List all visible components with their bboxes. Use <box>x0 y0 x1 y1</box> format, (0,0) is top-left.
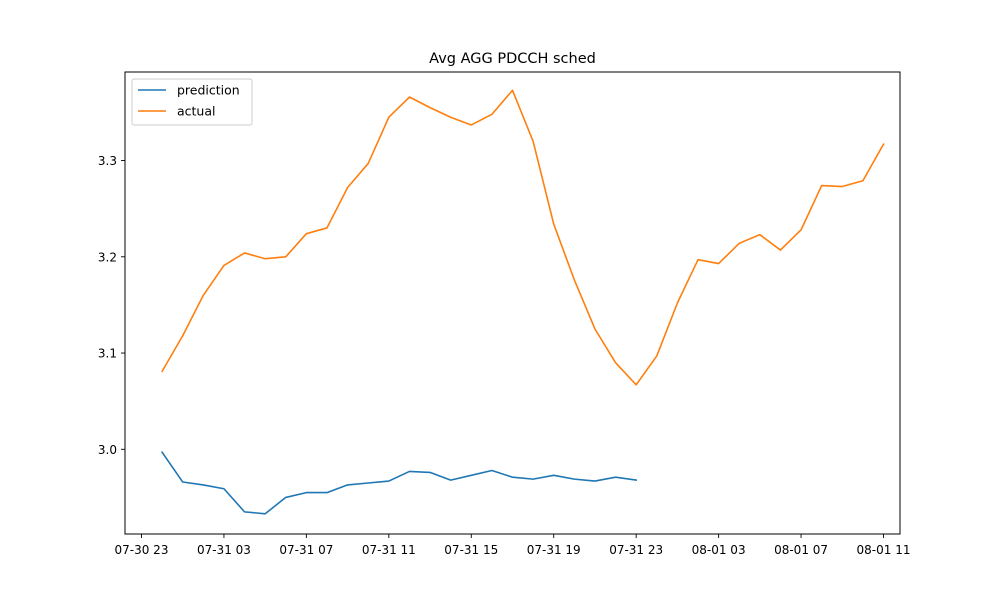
x-tick-label: 07-31 03 <box>197 543 251 557</box>
x-tick-label: 07-31 11 <box>362 543 416 557</box>
series-line-prediction <box>160 451 638 515</box>
series-line-actual <box>161 89 885 386</box>
legend-label-actual: actual <box>177 104 216 119</box>
y-tick-label: 3.0 <box>98 443 117 457</box>
y-axis: 3.0 3.1 3.2 3.3 <box>98 154 125 457</box>
x-tick-label: 07-31 23 <box>609 543 663 557</box>
x-axis: 07-30 23 07-31 03 07-31 07 07-31 11 07-31 15… <box>115 534 911 557</box>
legend: prediction actual <box>131 78 253 126</box>
y-tick-label: 3.1 <box>98 347 117 361</box>
x-tick-label: 07-31 07 <box>279 543 333 557</box>
x-tick-label: 08-01 03 <box>692 543 746 557</box>
y-tick-label: 3.3 <box>98 154 117 168</box>
y-tick-label: 3.2 <box>98 250 117 264</box>
x-tick-label: 07-30 23 <box>115 543 169 557</box>
plot-area-frame <box>124 71 901 535</box>
chart-title: Avg AGG PDCCH sched <box>429 51 596 67</box>
legend-label-prediction: prediction <box>177 83 240 98</box>
x-tick-label: 07-31 19 <box>527 543 581 557</box>
x-tick-label: 08-01 07 <box>774 543 828 557</box>
series-layer <box>160 89 885 515</box>
x-tick-label: 07-31 15 <box>444 543 498 557</box>
x-tick-label: 08-01 11 <box>857 543 911 557</box>
